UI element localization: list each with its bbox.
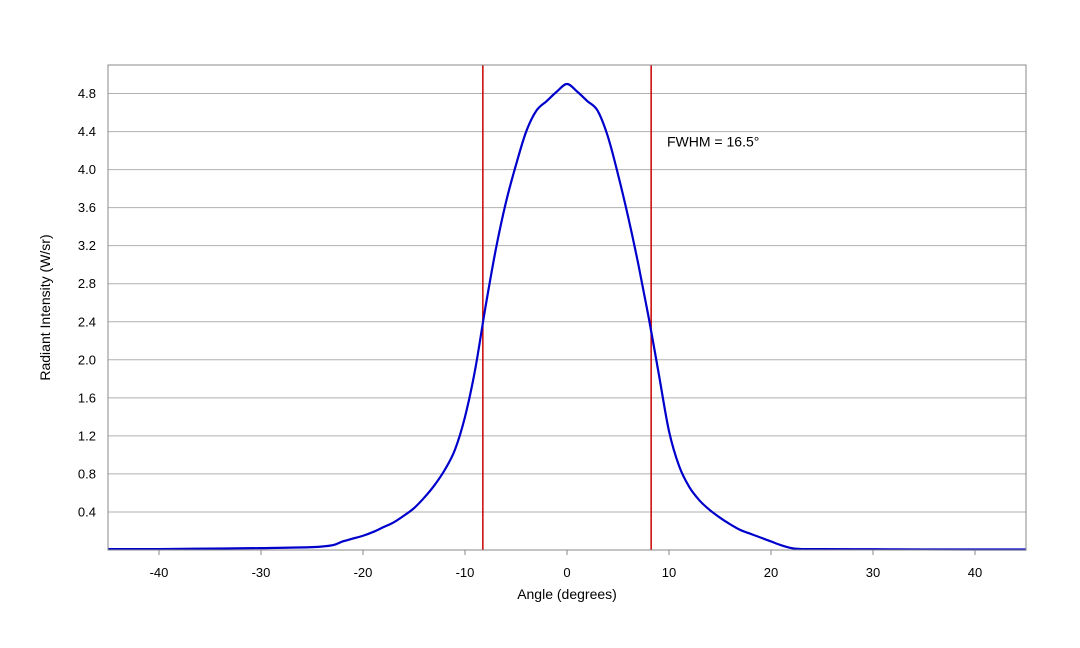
- y-tick-label: 3.2: [78, 238, 96, 253]
- x-tick-label: 20: [764, 565, 778, 580]
- x-tick-label: -40: [150, 565, 169, 580]
- y-tick-label: 2.0: [78, 352, 96, 367]
- y-tick-label: 4.4: [78, 124, 96, 139]
- y-axis-title: Radiant Intensity (W/sr): [37, 234, 53, 380]
- y-tick-label: 3.6: [78, 200, 96, 215]
- x-tick-label: -10: [456, 565, 475, 580]
- x-tick-label: 30: [866, 565, 880, 580]
- y-tick-label: 2.8: [78, 276, 96, 291]
- grid-layer: [108, 93, 1026, 513]
- y-tick-label: 1.2: [78, 428, 96, 443]
- y-tick-label: 1.6: [78, 390, 96, 405]
- x-tick-label: -30: [252, 565, 271, 580]
- x-tick-labels: -40 -30 -20 -10 0 10 20 30 40: [150, 550, 982, 580]
- reference-lines: [482, 65, 652, 550]
- fwhm-annotation: FWHM = 16.5°: [667, 134, 759, 150]
- y-tick-labels: 0.4 0.8 1.2 1.6 2.0 2.4 2.8 3.2 3.6 4.0 4.4 4.8: [78, 86, 96, 519]
- x-tick-label: 10: [662, 565, 676, 580]
- x-axis-title: Angle (degrees): [517, 586, 617, 602]
- x-tick-label: -20: [354, 565, 373, 580]
- series-layer: [107, 82, 1027, 551]
- plot-frame: [107, 64, 1027, 551]
- x-tick-label: 40: [968, 565, 982, 580]
- y-tick-label: 0.4: [78, 504, 96, 519]
- y-tick-label: 4.8: [78, 86, 96, 101]
- intensity-series-line: [107, 82, 1027, 551]
- y-tick-label: 2.4: [78, 314, 96, 329]
- y-tick-label: 4.0: [78, 162, 96, 177]
- y-tick-label: 0.8: [78, 466, 96, 481]
- x-tick-label: 0: [563, 565, 570, 580]
